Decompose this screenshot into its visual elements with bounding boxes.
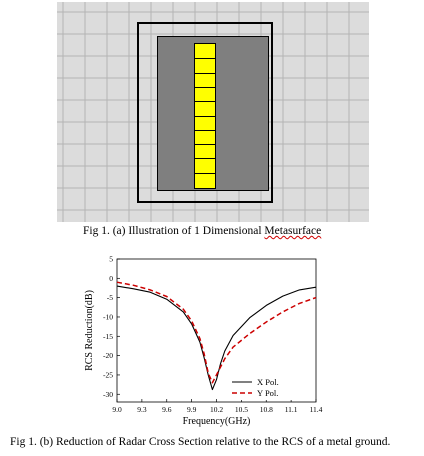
- x-tick-label: 10.5: [235, 405, 248, 414]
- y-tick-label: -30: [103, 390, 113, 399]
- y-tick-label: -15: [103, 332, 113, 341]
- x-tick-label: 11.4: [310, 405, 323, 414]
- unit-cell-divider: [195, 172, 215, 174]
- figure-a-caption-keyword: Metasurface: [264, 225, 322, 237]
- series-line-x-pol: [116, 285, 317, 391]
- x-tick-label: 9.9: [187, 405, 197, 414]
- unit-cell-divider: [195, 72, 215, 74]
- y-tick-label: -20: [103, 351, 113, 360]
- x-tick-label: 11.1: [285, 405, 298, 414]
- y-tick-label: -10: [103, 312, 113, 321]
- legend-label: Y Pol.: [257, 388, 278, 398]
- series-line-y-pol: [116, 281, 317, 384]
- unit-cell-divider: [195, 58, 215, 60]
- figure-a-caption: Fig 1. (a) Illustration of 1 Dimensional…: [83, 225, 321, 237]
- unit-cell-divider: [195, 101, 215, 103]
- unit-cell-divider: [195, 144, 215, 146]
- y-tick-label: 5: [109, 255, 113, 264]
- metasurface-illustration: [57, 2, 369, 222]
- simulation-boundary-frame: [137, 22, 273, 203]
- figure-b-caption: Fig 1. (b) Reduction of Radar Cross Sect…: [10, 436, 391, 448]
- y-axis-label: RCS Reduction(dB): [84, 290, 95, 371]
- rcs-reduction-chart: 9.0 9.3 9.6 9.9 10.2 10.5 10.8 11.1 11.4 5 0 -5 -10 -…: [84, 255, 323, 428]
- unit-cell-divider: [195, 129, 215, 131]
- x-tick-label: 9.3: [137, 405, 147, 414]
- x-tick-label: 10.2: [210, 405, 223, 414]
- figure-a-caption-text: Fig 1. (a) Illustration of 1 Dimensional: [83, 225, 265, 237]
- x-tick-label: 10.8: [260, 405, 273, 414]
- y-tick-label: 0: [109, 274, 113, 283]
- x-tick-label: 9.6: [162, 405, 172, 414]
- unit-cell-divider: [195, 86, 215, 88]
- metasurface-strip: [194, 43, 216, 189]
- x-axis-label: Frequency(GHz): [183, 416, 251, 427]
- unit-cell-divider: [195, 158, 215, 160]
- y-tick-label: -5: [107, 293, 113, 302]
- legend-label: X Pol.: [257, 377, 279, 387]
- y-tick-label: -25: [103, 370, 113, 379]
- x-tick-label: 9.0: [112, 405, 122, 414]
- legend-box: [228, 376, 312, 400]
- unit-cell-divider: [195, 115, 215, 117]
